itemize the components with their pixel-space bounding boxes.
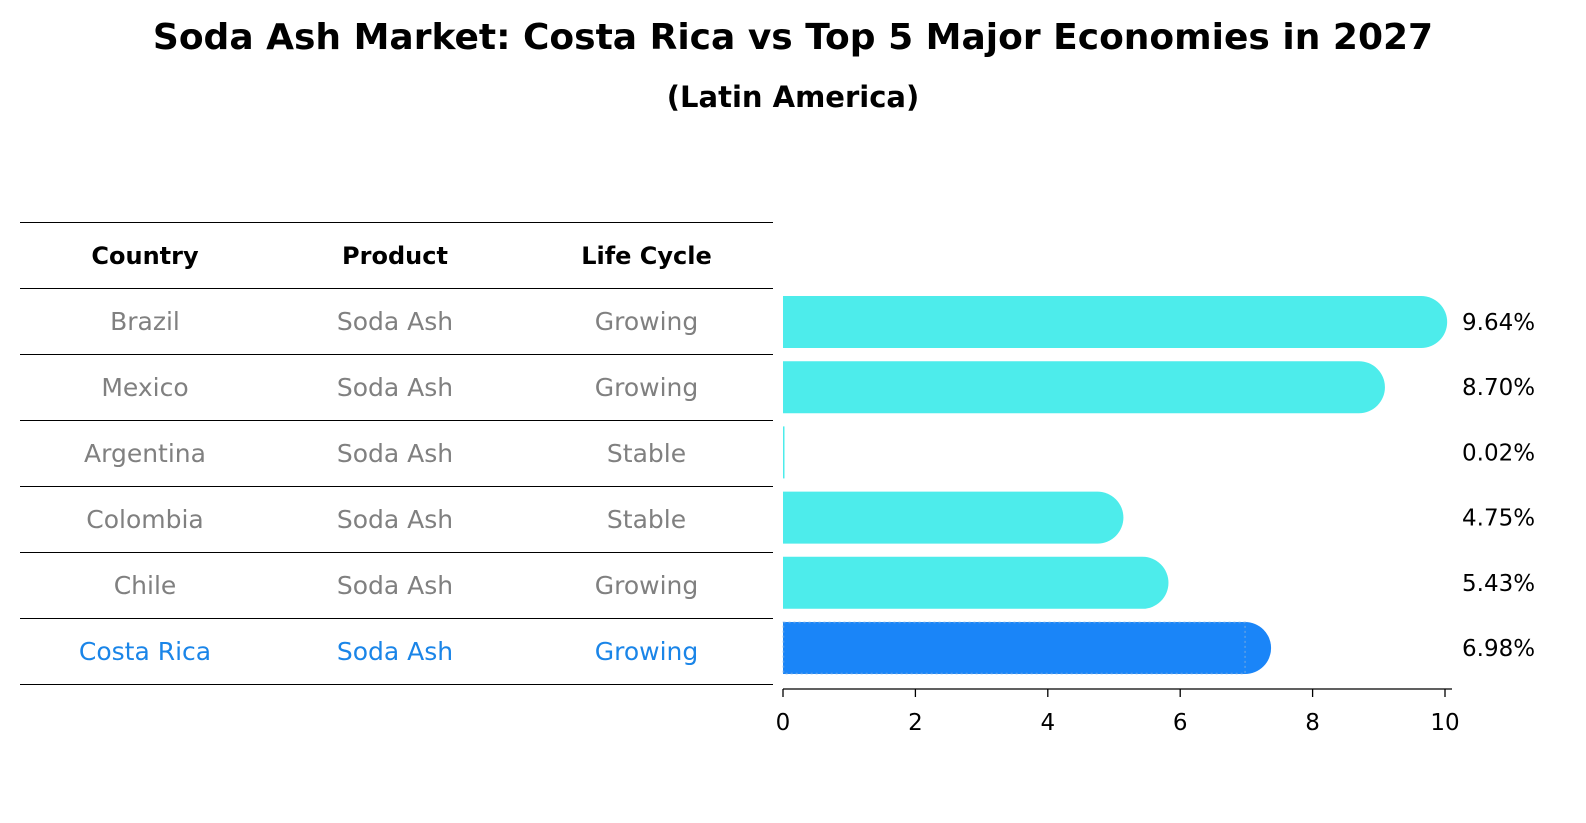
x-tick-label: 6 xyxy=(1173,710,1188,736)
data-label: 5.43% xyxy=(1462,571,1535,597)
table-row: Argentina Soda Ash Stable xyxy=(20,420,773,487)
bar xyxy=(783,426,785,479)
cell-country: Mexico xyxy=(20,354,270,421)
cell-life-cycle: Growing xyxy=(520,552,773,619)
x-tick-label: 8 xyxy=(1305,710,1320,736)
data-label: 8.70% xyxy=(1462,375,1535,401)
cell-product: Soda Ash xyxy=(270,486,520,553)
cell-life-cycle: Stable xyxy=(520,486,773,553)
data-label: 9.64% xyxy=(1462,310,1535,336)
cell-product: Soda Ash xyxy=(270,552,520,619)
cell-country: Chile xyxy=(20,552,270,619)
x-tick-label: 4 xyxy=(1040,710,1055,736)
cell-product: Soda Ash xyxy=(270,420,520,487)
x-tick-label: 0 xyxy=(776,710,791,736)
column-header-product: Product xyxy=(270,222,520,289)
bar xyxy=(783,296,1448,348)
cell-country: Costa Rica xyxy=(20,618,270,685)
table-row: Mexico Soda Ash Growing xyxy=(20,354,773,421)
cell-life-cycle: Growing xyxy=(520,354,773,421)
cell-life-cycle: Stable xyxy=(520,420,773,487)
bar xyxy=(783,361,1385,414)
cell-country: Colombia xyxy=(20,486,270,553)
table-header-row: Country Product Life Cycle xyxy=(20,222,773,289)
table-row-highlight: Costa Rica Soda Ash Growing xyxy=(20,618,773,685)
cell-life-cycle: Growing xyxy=(520,618,773,685)
bar xyxy=(783,491,1124,544)
x-tick-label: 10 xyxy=(1430,710,1459,736)
cell-product: Soda Ash xyxy=(270,354,520,421)
cell-product: Soda Ash xyxy=(270,288,520,355)
cell-product: Soda Ash xyxy=(270,618,520,685)
x-tick-label: 2 xyxy=(908,710,923,736)
table-row: Chile Soda Ash Growing xyxy=(20,552,773,619)
column-header-country: Country xyxy=(20,222,270,289)
table-row: Brazil Soda Ash Growing xyxy=(20,288,773,355)
bar xyxy=(783,622,1272,674)
cell-country: Brazil xyxy=(20,288,270,355)
data-label: 4.75% xyxy=(1462,506,1535,532)
cell-country: Argentina xyxy=(20,420,270,487)
chart-subtitle: (Latin America) xyxy=(666,80,920,114)
data-label: 0.02% xyxy=(1462,440,1535,466)
bar-highlight-outline xyxy=(782,621,1246,675)
chart-title: Soda Ash Market: Costa Rica vs Top 5 Maj… xyxy=(152,17,1434,58)
table-row: Colombia Soda Ash Stable xyxy=(20,486,773,553)
column-header-life-cycle: Life Cycle xyxy=(520,222,773,289)
data-label: 6.98% xyxy=(1462,636,1535,662)
cell-life-cycle: Growing xyxy=(520,288,773,355)
data-table: Country Product Life Cycle Brazil Soda A… xyxy=(20,222,773,685)
bar xyxy=(783,556,1169,609)
